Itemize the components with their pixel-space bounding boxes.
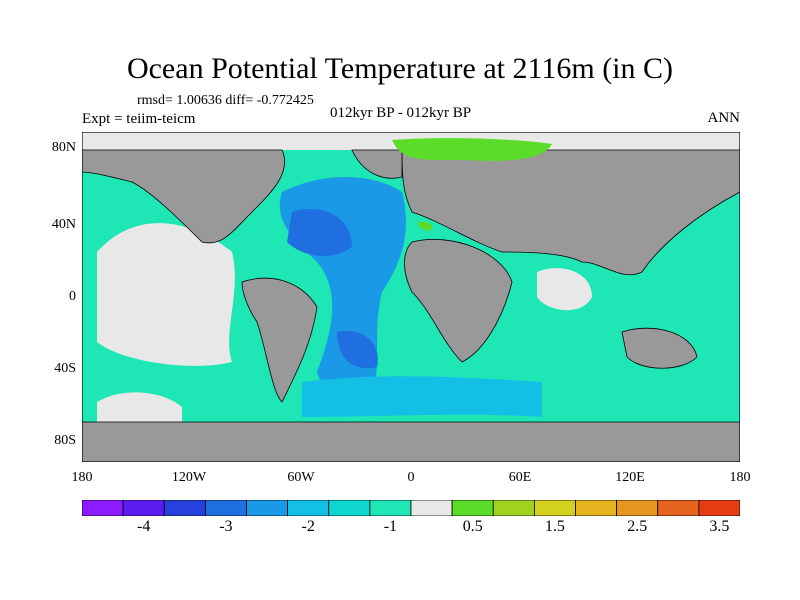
lat-label-40s: 40S: [54, 361, 76, 376]
colorbar-swatch: [533, 500, 576, 516]
antarctica: [82, 421, 740, 462]
colorbar-swatch: [492, 500, 535, 516]
lon-label-120e: 120E: [615, 470, 645, 485]
eurasia: [401, 149, 740, 276]
lon-label-60w: 60W: [287, 470, 315, 485]
lat-label-0: 0: [69, 289, 76, 304]
north-america: [82, 149, 285, 244]
colorbar-label: -1: [383, 518, 398, 535]
colorbar-label: 1.5: [544, 518, 565, 535]
colorbar-label: 3.5: [709, 518, 730, 535]
continents: [82, 149, 740, 462]
colorbar: [82, 500, 740, 516]
colorbar-swatch: [657, 500, 700, 516]
colorbar-label: 0.5: [462, 518, 483, 535]
colorbar-swatch: [616, 500, 659, 516]
pacific-pale-region: [97, 223, 235, 366]
lat-label-40n: 40N: [51, 217, 76, 232]
lon-label-120w: 120W: [171, 470, 207, 485]
lat-label-80n: 80N: [51, 140, 76, 155]
colorbar-label: -2: [301, 518, 315, 535]
atlantic-deep-blue-region: [287, 208, 352, 257]
experiment-label: Expt = teiim-teicm: [82, 111, 196, 127]
colorbar-label: -3: [219, 518, 233, 535]
lon-label-180w: 180: [71, 470, 93, 485]
colorbar-swatch: [246, 500, 289, 516]
world-map: [82, 132, 740, 462]
australia: [621, 327, 698, 369]
arctic-green-anomaly: [392, 138, 552, 161]
south-america: [241, 277, 318, 403]
mediterranean-green-anomaly: [418, 221, 433, 231]
colorbar-swatch: [82, 500, 124, 516]
colorbar-label: 2.5: [627, 518, 648, 535]
south-atlantic-blue-region: [337, 331, 378, 369]
season-label: ANN: [707, 110, 741, 126]
africa: [404, 239, 513, 363]
map-title: Ocean Potential Temperature at 2116m (in…: [126, 52, 674, 85]
stats-text: rmsd= 1.00636 diff= -0.772425: [137, 93, 314, 108]
colorbar-swatch: [163, 500, 206, 516]
colorbar-swatch: [204, 500, 247, 516]
lat-label-80s: 80S: [54, 433, 76, 448]
colorbar-swatch: [410, 500, 453, 516]
lon-label-60e: 60E: [508, 470, 532, 485]
colorbar-swatch: [369, 500, 412, 516]
lon-label-0: 0: [407, 470, 415, 485]
colorbar-swatch: [287, 500, 330, 516]
period-label: 012kyr BP - 012kyr BP: [330, 105, 472, 121]
colorbar-swatch: [698, 500, 740, 516]
colorbar-swatch: [328, 500, 371, 516]
colorbar-swatch: [122, 500, 165, 516]
lon-label-180e: 180: [729, 470, 751, 485]
colorbar-swatch: [451, 500, 494, 516]
indian-ocean-pale-region: [537, 268, 592, 311]
colorbar-label: -4: [137, 518, 151, 535]
southern-ocean-band: [302, 376, 542, 417]
greenland: [351, 149, 403, 179]
colorbar-swatch: [575, 500, 618, 516]
